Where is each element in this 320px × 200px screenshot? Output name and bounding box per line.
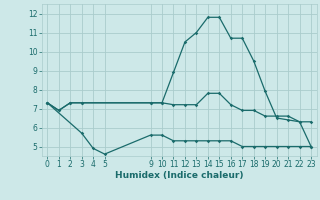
X-axis label: Humidex (Indice chaleur): Humidex (Indice chaleur) bbox=[115, 171, 244, 180]
